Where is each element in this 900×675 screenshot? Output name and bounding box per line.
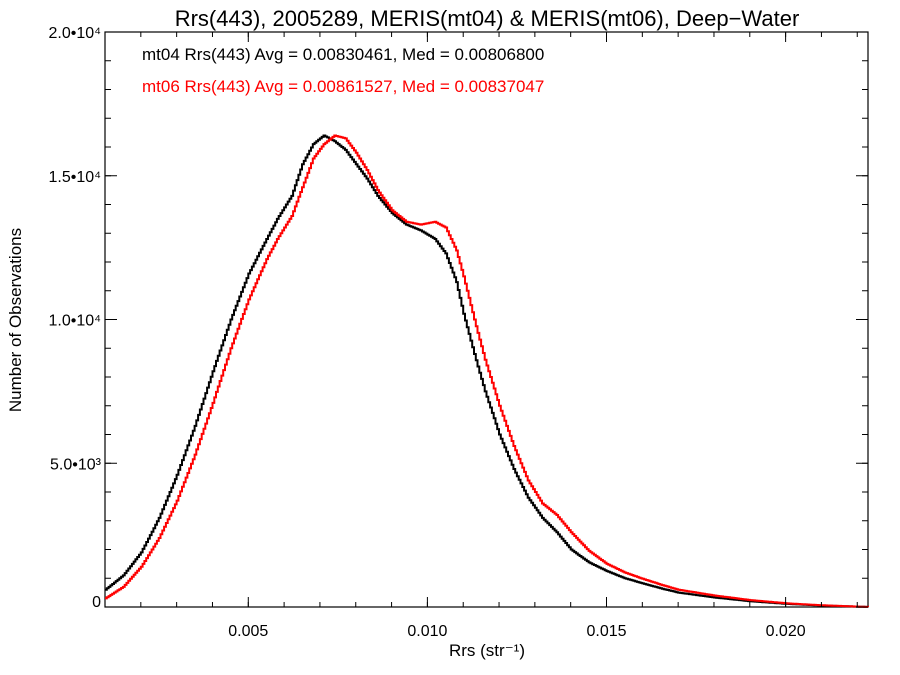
legend-series-2: mt06 Rrs(443) Avg = 0.00861527, Med = 0.… [142, 77, 544, 96]
plot-area [104, 31, 869, 608]
y-tick-label: 0 [92, 594, 101, 611]
histogram-series-mt04 [105, 134, 869, 608]
y-tick-label: 2.0•10⁴ [48, 25, 101, 42]
y-tick-label: 1.0•10⁴ [48, 313, 101, 330]
x-tick-label: 0.020 [766, 623, 806, 640]
histogram-series-mt06 [105, 134, 869, 608]
y-axis-label: Number of Observations [6, 228, 25, 412]
y-tick-label: 5.0•10³ [50, 456, 102, 473]
x-tick-label: 0.015 [586, 623, 626, 640]
chart-title: Rrs(443), 2005289, MERIS(mt04) & MERIS(m… [175, 6, 800, 31]
plot-frame [104, 31, 869, 608]
x-tick-label: 0.005 [228, 623, 268, 640]
x-tick-label: 0.010 [407, 623, 447, 640]
legend-series-1: mt04 Rrs(443) Avg = 0.00830461, Med = 0.… [142, 45, 544, 64]
y-tick-label: 1.5•10⁴ [48, 169, 101, 186]
ticks-layer: 0.005 0.010 0.015 0.020 0 5.0•10³ 1.0•10⁴ 1.5•1… [48, 25, 868, 640]
x-axis-label: Rrs (str⁻¹) [449, 641, 525, 660]
series-layer [105, 134, 869, 608]
